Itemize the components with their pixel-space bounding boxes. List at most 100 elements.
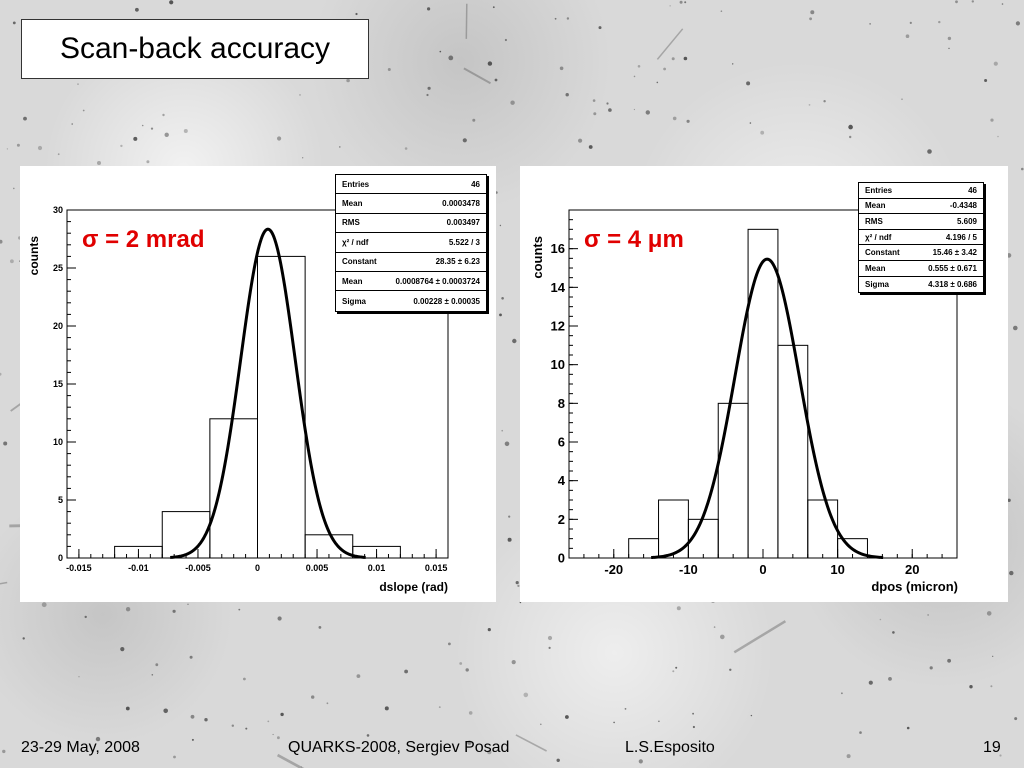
speckle xyxy=(658,720,660,723)
speckle xyxy=(492,6,495,9)
speckle xyxy=(971,0,974,3)
speckle xyxy=(540,723,542,726)
speckle xyxy=(990,118,994,122)
speckle xyxy=(565,93,569,97)
speckle xyxy=(645,110,650,115)
speckle xyxy=(346,78,350,83)
speckle xyxy=(277,616,282,621)
track-streak xyxy=(0,581,8,585)
y-tick-label: 0 xyxy=(558,551,565,566)
speckle xyxy=(120,647,125,652)
speckle xyxy=(302,157,304,159)
speckle xyxy=(164,132,169,137)
track-streak xyxy=(656,28,684,60)
speckle xyxy=(1021,167,1024,171)
speckle xyxy=(969,685,973,689)
speckle xyxy=(1013,325,1018,331)
speckle xyxy=(905,34,910,38)
speckle xyxy=(487,749,492,755)
speckle xyxy=(173,755,176,759)
speckle xyxy=(0,372,2,376)
stats-value: 5.522 / 3 xyxy=(448,237,480,247)
speckle xyxy=(684,1,687,4)
stats-label: Entries xyxy=(865,185,893,195)
x-tick-label: -0.005 xyxy=(185,563,211,573)
speckle xyxy=(339,146,341,148)
speckle xyxy=(501,297,504,300)
y-tick-label: 5 xyxy=(58,495,63,505)
histogram-bin xyxy=(807,499,839,559)
y-tick-label: 10 xyxy=(551,357,565,372)
stats-row: RMS 0.003497 xyxy=(336,214,486,234)
speckle xyxy=(155,663,159,667)
track-streak xyxy=(733,620,787,654)
y-tick-label: 14 xyxy=(551,280,566,295)
speckle xyxy=(243,677,246,681)
speckle xyxy=(859,731,862,734)
speckle xyxy=(554,17,557,20)
speckle xyxy=(468,711,473,715)
x-axis-label: dpos (micron) xyxy=(871,579,958,594)
stats-value: 0.555 ± 0.671 xyxy=(928,263,977,273)
speckle xyxy=(146,160,150,164)
speckle xyxy=(426,93,429,97)
y-tick-label: 12 xyxy=(551,319,565,334)
stats-value: 46 xyxy=(968,185,977,195)
speckle xyxy=(879,618,882,621)
speckle xyxy=(467,740,472,745)
speckle xyxy=(566,17,570,20)
y-tick-label: 30 xyxy=(53,205,63,215)
histogram-bin xyxy=(837,538,868,559)
speckle xyxy=(501,429,504,432)
speckle xyxy=(888,677,892,681)
speckle xyxy=(84,615,87,619)
speckle xyxy=(231,724,234,727)
speckle xyxy=(519,601,522,604)
x-tick-label: 0 xyxy=(255,563,260,573)
speckle xyxy=(504,441,510,447)
stats-label: Constant xyxy=(865,248,900,258)
speckle xyxy=(487,628,491,632)
stats-label: RMS xyxy=(865,216,883,226)
speckle xyxy=(3,441,8,446)
speckle xyxy=(150,127,154,130)
stats-row: Mean 0.555 ± 0.671 xyxy=(859,261,983,277)
histogram-bin xyxy=(747,228,779,559)
speckle xyxy=(548,646,551,650)
y-axis-label: counts xyxy=(530,236,545,279)
speckle xyxy=(299,94,301,96)
histogram-bin xyxy=(777,344,809,559)
speckle xyxy=(120,144,123,148)
speckle xyxy=(133,136,138,141)
speckle xyxy=(746,81,751,86)
footer-conference: QUARKS-2008, Sergiev Posad xyxy=(288,739,510,756)
speckle xyxy=(720,10,723,12)
speckle xyxy=(947,36,952,41)
speckle xyxy=(439,50,442,53)
speckle xyxy=(12,21,16,25)
speckle xyxy=(593,112,597,116)
speckle xyxy=(77,83,79,85)
speckle xyxy=(1007,498,1011,502)
speckle xyxy=(23,116,27,121)
speckle xyxy=(927,614,929,616)
speckle xyxy=(823,100,826,103)
stats-row: Sigma 4.318 ± 0.686 xyxy=(859,277,983,293)
speckle xyxy=(990,685,993,688)
histogram-bin xyxy=(257,255,306,559)
speckle xyxy=(559,66,564,71)
speckle xyxy=(459,662,463,665)
stats-row: Entries 46 xyxy=(336,175,486,195)
stats-value: -0.4348 xyxy=(949,201,977,211)
speckle xyxy=(948,47,950,50)
speckle xyxy=(355,12,358,16)
speckle xyxy=(438,706,441,708)
stats-value: 28.35 ± 6.23 xyxy=(435,257,480,267)
y-tick-label: 4 xyxy=(558,473,566,488)
speckle xyxy=(1009,570,1014,576)
dslope-histogram-panel: -0.015 -0.01 -0.005 0 0.005 0.01 0.015 0 5 10 15 20… xyxy=(20,166,496,602)
speckle xyxy=(97,161,101,165)
dslope-histogram-chart: -0.015 -0.01 -0.005 0 0.005 0.01 0.015 0 5 10 15 20… xyxy=(27,205,449,594)
speckle xyxy=(578,138,583,143)
speckle xyxy=(993,61,998,66)
